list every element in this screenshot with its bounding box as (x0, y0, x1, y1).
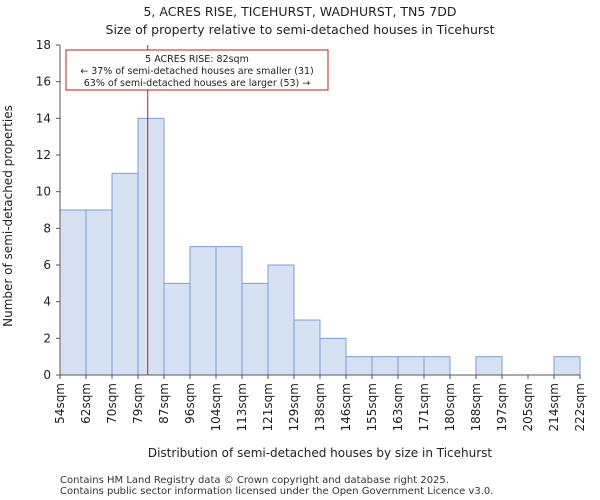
bar-87sqm (163, 282, 191, 376)
y-tick-label: 12 (36, 148, 51, 162)
x-tick-label: 121sqm (261, 383, 275, 431)
x-tick-label: 70sqm (105, 383, 119, 424)
x-tick-label: 87sqm (157, 383, 171, 424)
x-tick-label: 96sqm (183, 383, 197, 424)
annotation-border (65, 49, 329, 91)
bar-70sqm (111, 172, 139, 376)
x-tick-label: 113sqm (235, 383, 249, 431)
bar-155sqm (371, 356, 399, 376)
footer-line2: Contains public sector information licen… (60, 486, 493, 497)
x-tick-label: 188sqm (469, 383, 483, 431)
x-tick-label: 79sqm (131, 383, 145, 424)
x-axis-label: Distribution of semi-detached houses by … (148, 446, 493, 460)
bar-171sqm (423, 356, 451, 376)
bar-96sqm (189, 246, 217, 376)
bar-104sqm (215, 246, 243, 376)
y-tick-label: 4 (43, 295, 51, 309)
annotation-line1: 5 ACRES RISE: 82sqm (145, 54, 249, 65)
x-tick-label: 214sqm (547, 383, 561, 431)
x-tick-label: 171sqm (417, 383, 431, 431)
x-tick-label: 205sqm (521, 383, 535, 431)
x-tick-label: 155sqm (365, 383, 379, 431)
x-tick-label: 146sqm (339, 383, 353, 431)
y-tick-label: 10 (36, 185, 51, 199)
bar-129sqm (293, 319, 321, 376)
annotation-line3: 63% of semi-detached houses are larger (… (84, 78, 311, 89)
bar-188sqm (475, 356, 503, 376)
chart-title-line1: 5, ACRES RISE, TICEHURST, WADHURST, TN5 … (143, 4, 456, 19)
x-tick-label: 180sqm (443, 383, 457, 431)
y-tick-label: 8 (43, 221, 51, 235)
bar-62sqm (85, 209, 113, 376)
bar-138sqm (319, 337, 347, 376)
bar-214sqm (553, 356, 581, 376)
x-tick-label: 104sqm (209, 383, 223, 431)
bar-163sqm (397, 356, 425, 376)
y-tick-label: 0 (43, 368, 51, 382)
y-axis-label: Number of semi-detached properties (1, 105, 15, 327)
bar-146sqm (345, 356, 373, 376)
x-tick-label: 62sqm (79, 383, 93, 424)
bar-121sqm (267, 264, 295, 376)
y-tick-label: 14 (36, 111, 51, 125)
x-tick-label: 222sqm (573, 383, 587, 431)
annotation-line2: ← 37% of semi-detached houses are smalle… (80, 66, 314, 77)
annotation-box: 5 ACRES RISE: 82sqm ← 37% of semi-detach… (65, 49, 329, 91)
x-tick-label: 197sqm (495, 383, 509, 431)
x-tick-label: 54sqm (53, 383, 67, 424)
y-tick-label: 18 (36, 38, 51, 52)
chart-title-line2: Size of property relative to semi-detach… (106, 22, 495, 37)
bar-113sqm (241, 282, 269, 376)
footer-line1: Contains HM Land Registry data © Crown c… (60, 475, 449, 486)
x-tick-label: 163sqm (391, 383, 405, 431)
bar-79sqm (137, 117, 165, 376)
y-ticks: 0 2 4 6 8 10 12 14 16 18 (36, 38, 60, 382)
x-ticks: 54sqm 62sqm 70sqm 79sqm 87sqm 96sqm 104sqm 113s… (53, 375, 587, 431)
bar-54sqm (59, 209, 87, 376)
y-tick-label: 2 (43, 331, 51, 345)
y-tick-label: 6 (43, 258, 51, 272)
x-tick-label: 129sqm (287, 383, 301, 431)
bars (59, 117, 581, 376)
x-tick-label: 138sqm (313, 383, 327, 431)
y-tick-label: 16 (36, 75, 51, 89)
